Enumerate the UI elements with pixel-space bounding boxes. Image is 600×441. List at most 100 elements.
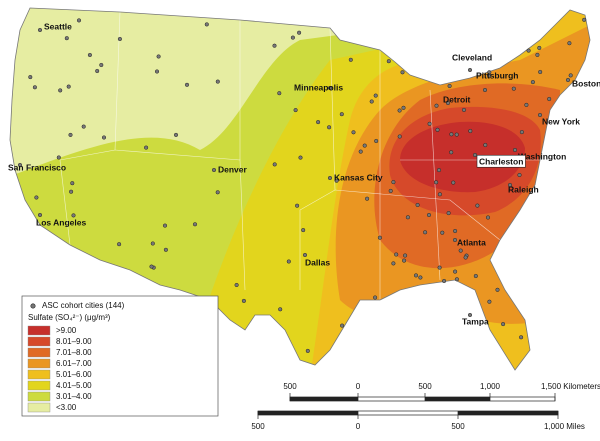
scale-label: 1,000 bbox=[480, 382, 501, 391]
cohort-city-dot bbox=[467, 67, 473, 73]
cohort-city-dot bbox=[405, 215, 410, 220]
cohort-city-dot bbox=[327, 125, 332, 130]
cohort-city-dot bbox=[511, 86, 516, 91]
cohort-city-dot bbox=[473, 273, 478, 279]
scale-bar-segment bbox=[458, 411, 558, 415]
cohort-city-dot bbox=[99, 62, 104, 68]
cohort-city-dot bbox=[507, 182, 513, 188]
legend-class-label: <3.00 bbox=[56, 403, 77, 412]
cohort-city-dot bbox=[437, 192, 442, 197]
scale-bar-segment bbox=[290, 397, 358, 401]
cohort-city-dot bbox=[447, 83, 452, 89]
cohort-city-dot bbox=[17, 162, 23, 168]
cohort-city-dot bbox=[526, 48, 531, 53]
cohort-city-dot bbox=[56, 155, 61, 160]
city-label: Pittsburgh bbox=[476, 70, 519, 80]
cohort-city-dot bbox=[290, 35, 295, 40]
cohort-city-dot bbox=[401, 105, 406, 110]
legend-swatch bbox=[27, 325, 51, 336]
cohort-city-dot bbox=[446, 211, 451, 216]
cohort-city-dot bbox=[524, 102, 529, 107]
cohort-city-dot bbox=[454, 277, 459, 282]
cohort-city-dot bbox=[149, 264, 154, 269]
cohort-city-dot bbox=[512, 147, 518, 153]
city-label: Tampa bbox=[462, 316, 489, 326]
cohort-city-dot bbox=[76, 18, 82, 23]
cohort-city-dot bbox=[402, 258, 407, 263]
cohort-city-dot bbox=[400, 70, 405, 75]
cohort-city-dot bbox=[568, 73, 573, 78]
cohort-city-dot bbox=[305, 348, 310, 353]
legend-sulfate-label: Sulfate (SO₄²⁻) (μg/m³) bbox=[28, 313, 111, 322]
cohort-city-dot bbox=[369, 99, 374, 104]
cohort-city-dot bbox=[453, 228, 458, 234]
city-label: Washington bbox=[518, 151, 566, 161]
city-label: Denver bbox=[218, 164, 248, 174]
cohort-city-dot bbox=[485, 215, 491, 220]
cohort-city-dot bbox=[37, 27, 43, 33]
legend-swatch bbox=[27, 358, 51, 369]
cohort-city-dot bbox=[426, 212, 432, 218]
cohort-city-dot bbox=[423, 230, 428, 235]
cohort-city-dot bbox=[154, 69, 160, 74]
cohort-city-dot bbox=[339, 112, 344, 117]
cohort-city-dot bbox=[487, 73, 492, 78]
cohort-city-dot bbox=[348, 57, 353, 62]
cohort-city-dot bbox=[413, 273, 419, 278]
city-labels: Seattle San Francisco Los Angeles Denver Min… bbox=[8, 21, 600, 326]
cohort-city-dot bbox=[483, 142, 488, 148]
cohort-city-dot bbox=[58, 88, 63, 93]
cohort-city-dot bbox=[278, 307, 283, 312]
cohort-city-dot bbox=[272, 162, 277, 167]
cohort-city-dot bbox=[286, 259, 291, 264]
cohort-city-dot bbox=[374, 138, 379, 144]
scale-label: 1,500 Kilometers bbox=[541, 382, 600, 391]
cohort-city-dot bbox=[538, 69, 543, 75]
cohort-city-dot bbox=[87, 52, 92, 58]
legend-swatch bbox=[27, 391, 51, 402]
cohort-city-dot bbox=[519, 335, 524, 340]
cohort-city-dot bbox=[32, 85, 37, 90]
cohort-city-dot bbox=[272, 43, 277, 48]
cohort-city-dot bbox=[215, 79, 220, 84]
cohort-city-dot bbox=[377, 235, 382, 240]
cohort-city-dot bbox=[277, 91, 282, 96]
city-label: Atlanta bbox=[457, 237, 486, 247]
scale-bar-segment bbox=[425, 397, 490, 401]
cohort-city-dot bbox=[418, 275, 423, 280]
cohort-city-dot bbox=[582, 17, 587, 22]
cohort-city-dot bbox=[327, 175, 333, 181]
cohort-city-dot bbox=[68, 132, 73, 137]
cohort-city-dot bbox=[340, 323, 345, 328]
cohort-city-dot bbox=[487, 299, 492, 304]
cohort-city-dot bbox=[442, 278, 447, 284]
cohort-city-dot bbox=[397, 134, 402, 139]
cohort-city-dot bbox=[482, 87, 488, 93]
cohort-city-dot bbox=[64, 36, 69, 41]
cohort-city-dot bbox=[295, 203, 300, 208]
cohort-city-dot bbox=[440, 230, 445, 235]
cohort-city-dot bbox=[434, 180, 439, 185]
cohort-city-dot bbox=[415, 202, 420, 208]
legend-class-label: 3.01–4.00 bbox=[56, 392, 92, 401]
cohort-city-dot bbox=[150, 241, 155, 246]
cohort-city-dot bbox=[144, 145, 149, 150]
cohort-city-dot bbox=[365, 196, 370, 201]
scale-label: 500 bbox=[283, 382, 297, 391]
legend-dot bbox=[30, 303, 36, 309]
cohort-city-dot bbox=[28, 75, 33, 80]
city-label: Charleston bbox=[479, 156, 523, 166]
legend-box bbox=[21, 295, 219, 417]
cohort-city-dot bbox=[327, 85, 333, 91]
cohort-city-dot bbox=[95, 68, 100, 74]
cohort-city-dot bbox=[386, 59, 391, 64]
cohort-cities bbox=[17, 17, 587, 353]
legend-class-label: 8.01–9.00 bbox=[56, 337, 92, 346]
legend-swatch bbox=[27, 380, 51, 391]
cohort-city-dot bbox=[467, 312, 473, 318]
cohort-city-dot bbox=[69, 189, 74, 194]
cohort-city-dot bbox=[234, 282, 239, 288]
cohort-city-dot bbox=[435, 127, 440, 132]
cohort-city-dot bbox=[567, 41, 572, 46]
